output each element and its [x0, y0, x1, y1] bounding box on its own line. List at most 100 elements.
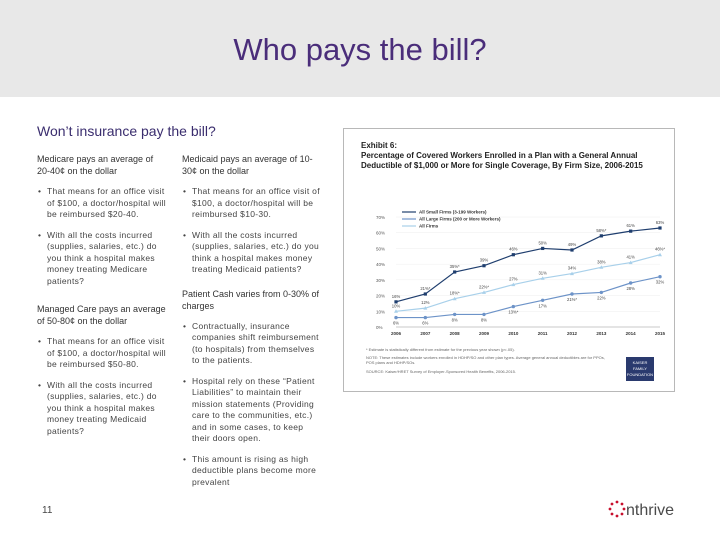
data-label: 50% [538, 240, 547, 245]
series-line [396, 276, 661, 319]
data-label: 6% [422, 321, 428, 326]
data-label: 10% [392, 303, 401, 308]
x-tick-label: 2007 [420, 331, 431, 336]
list-item: That means for an office visit of $100, … [38, 186, 167, 221]
y-tick-label: 40% [376, 262, 385, 267]
exhibit-title: Percentage of Covered Workers Enrolled i… [361, 151, 643, 170]
data-point [482, 312, 486, 317]
data-label: 6% [393, 321, 399, 326]
x-tick-label: 2015 [655, 331, 666, 336]
list-item: That means for an office visit of $100, … [38, 336, 167, 371]
x-tick-label: 2010 [508, 331, 519, 336]
data-point [511, 253, 515, 257]
data-label: 49% [568, 242, 577, 247]
data-label: 17% [538, 303, 547, 308]
data-point [423, 292, 427, 296]
data-label: 8% [452, 317, 458, 322]
list-item: That means for an office visit of $100, … [183, 186, 322, 221]
y-tick-label: 20% [376, 294, 385, 299]
header-band [0, 0, 720, 97]
data-label: 58%* [596, 228, 606, 233]
series-line [395, 254, 661, 312]
patient-cash-heading: Patient Cash varies from 0-30% of charge… [182, 288, 320, 311]
y-tick-label: 0% [376, 325, 383, 330]
data-point [658, 226, 662, 230]
data-point [599, 290, 604, 295]
data-point [570, 292, 574, 296]
data-label: 31% [538, 270, 547, 275]
x-tick-label: 2008 [450, 331, 461, 336]
data-label: 18%* [450, 291, 460, 296]
x-tick-label: 2011 [538, 331, 548, 336]
list-item: With all the costs incurred (supplies, s… [183, 230, 322, 276]
list-item: With all the costs incurred (supplies, s… [38, 230, 167, 288]
medicare-heading: Medicare pays an average of 20-40¢ on th… [37, 154, 154, 176]
data-label: 28% [626, 286, 635, 291]
data-label: 22%* [479, 284, 489, 289]
slide-title: Who pays the bill? [233, 32, 487, 67]
data-point [658, 252, 662, 257]
legend-label: All Small Firms (3-199 Workers) [419, 210, 487, 215]
data-point [511, 282, 516, 287]
data-label: 46% [509, 247, 518, 252]
data-label: 63% [656, 220, 665, 225]
y-tick-label: 60% [376, 231, 385, 236]
exhibit-chart-panel: Exhibit 6: Percentage of Covered Workers… [343, 128, 675, 392]
data-point [540, 276, 545, 280]
list-item: With all the costs incurred (supplies, s… [38, 380, 167, 438]
data-label: 61% [626, 223, 635, 228]
medicare-bullets: That means for an office visit of $100, … [37, 186, 167, 287]
data-point [452, 312, 457, 317]
x-tick-label: 2013 [596, 331, 607, 336]
managed-care-heading: Managed Care pays an average of 50-80¢ o… [37, 304, 166, 326]
data-label: 21%* [420, 286, 430, 291]
list-item: Hospital rely on these “Patient Liabilit… [183, 376, 322, 445]
data-label: 41% [626, 255, 635, 260]
data-point [570, 248, 574, 252]
data-point [423, 306, 428, 310]
y-tick-label: 70% [376, 215, 385, 220]
line-chart: 0% 10% 20% 30% 40% 50% 60% 70% 2006 2007 2008 2009 2… [376, 210, 666, 336]
data-point [658, 275, 662, 279]
managed-care-bullets: That means for an office visit of $100, … [37, 336, 167, 437]
exhibit-title-block: Exhibit 6: Percentage of Covered Workers… [361, 141, 661, 171]
data-point [541, 246, 545, 251]
data-label: 16% [392, 294, 401, 299]
data-label: 46%* [655, 247, 665, 252]
data-point [394, 300, 398, 304]
legend-label: All Firms [419, 224, 439, 229]
x-tick-label: 2014 [626, 331, 637, 336]
medicaid-heading: Medicaid pays an average of 10-30¢ on th… [182, 154, 313, 176]
data-point [482, 290, 486, 294]
data-label: 13%* [508, 310, 518, 315]
x-tick-label: 2009 [479, 331, 490, 336]
list-item: Contractually, insurance companies shift… [183, 321, 322, 367]
x-tick-label: 2006 [391, 331, 402, 336]
data-label: 12% [421, 300, 430, 305]
data-label: 38% [597, 259, 606, 264]
middle-column: Medicaid pays an average of 10-30¢ on th… [182, 153, 322, 498]
exhibit-note: NOTE: These estimates include workers en… [366, 355, 605, 365]
y-tick-label: 30% [376, 278, 385, 283]
data-point [452, 296, 457, 301]
data-point [423, 315, 428, 320]
exhibit-label: Exhibit 6: [361, 141, 398, 150]
series-line [395, 227, 661, 303]
left-column: Medicare pays an average of 20-40¢ on th… [37, 153, 167, 447]
data-label: 32% [656, 280, 665, 285]
data-label: 35%* [450, 264, 460, 269]
data-point [628, 260, 633, 265]
data-point [453, 270, 457, 274]
kff-logo: KAISER FAMILY FOUNDATION [626, 357, 654, 381]
data-point [482, 264, 486, 268]
x-tick-label: 2012 [567, 331, 578, 336]
legend-label: All Large Firms (200 or More Workers) [419, 217, 501, 222]
page-number: 11 [42, 505, 53, 516]
data-label: 8% [481, 317, 487, 322]
slide-subtitle: Won’t insurance pay the bill? [37, 123, 216, 139]
data-label: 21%* [567, 297, 577, 302]
exhibit-note-significance: * Estimate is statistically different fr… [366, 347, 515, 352]
patient-cash-bullets: Contractually, insurance companies shift… [182, 321, 322, 489]
data-point [394, 315, 398, 320]
nthrive-logo-icon [608, 500, 626, 518]
